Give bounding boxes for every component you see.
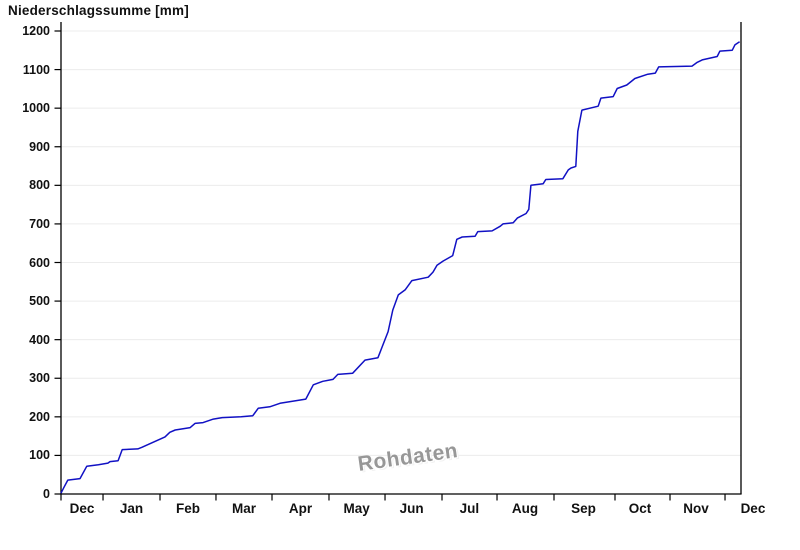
x-tick-label-jun: Jun <box>399 501 424 516</box>
y-tick-label: 0 <box>43 487 50 501</box>
y-tick-label: 1200 <box>22 24 50 38</box>
y-tick-label: 1000 <box>22 101 50 116</box>
x-tick-label-jul: Jul <box>459 501 480 516</box>
y-tick-label: 200 <box>29 409 50 424</box>
x-tick-label-dec: Dec <box>740 501 766 516</box>
y-tick-label: 300 <box>29 371 50 386</box>
x-tick-label-mar: Mar <box>231 501 256 516</box>
y-tick-label: 100 <box>29 448 50 463</box>
x-tick-label-oct: Oct <box>628 501 652 516</box>
x-tick-label-may: May <box>343 501 370 516</box>
x-tick-label-sep: Sep <box>571 501 596 516</box>
y-tick-label: 1100 <box>22 62 50 77</box>
x-tick-label-apr: Apr <box>288 501 313 516</box>
x-tick-label-nov: Nov <box>683 501 709 516</box>
x-tick-label-dec: Dec <box>69 501 95 516</box>
x-tick-label-feb: Feb <box>176 501 201 516</box>
y-tick-label: 600 <box>29 255 50 270</box>
x-tick-label-jan: Jan <box>119 501 144 516</box>
chart-title: Niederschlagssumme [mm] <box>8 3 189 18</box>
x-tick-label-aug: Aug <box>511 501 539 516</box>
y-tick-label: 800 <box>29 178 50 193</box>
y-tick-label: 500 <box>29 294 50 309</box>
y-tick-label: 700 <box>29 216 50 231</box>
precipitation-curve <box>60 41 741 494</box>
y-tick-label: 900 <box>29 139 50 154</box>
y-tick-label: 400 <box>29 332 50 347</box>
